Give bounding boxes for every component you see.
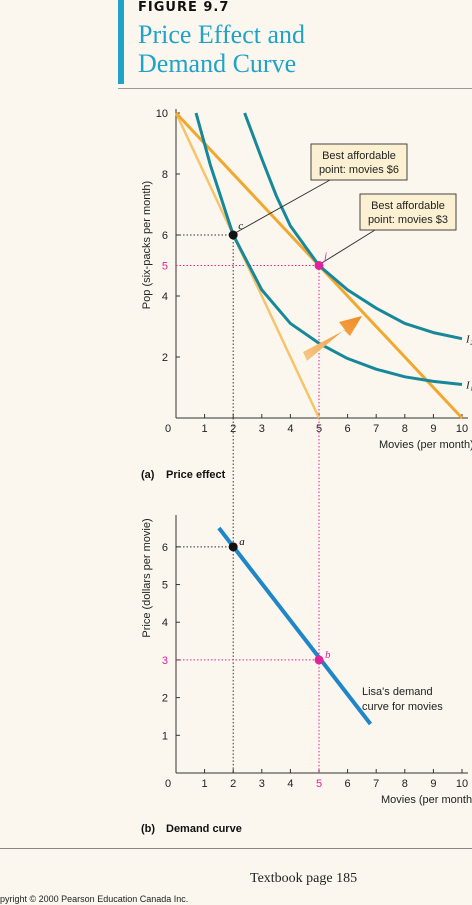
panel-a-point-j [314,261,324,270]
footer-copyright: pyright © 2000 Pearson Education Canada … [0,894,189,904]
header-rule [118,88,472,89]
footer-rule [0,848,472,849]
panel-b-caption-letter: (b) [141,823,155,835]
panel-a-y-tick-label: 10 [156,108,168,120]
panel-b-y-tick-label: 2 [162,693,168,705]
panel-b-point-b [314,655,324,665]
panel-a-y-axis-label: Pop (six-packs per month) [141,181,153,309]
panel-b-point-label-a: a [239,536,245,548]
panel-a-x-tick-label: 9 [430,423,436,435]
panel-a-y-tick-label: 2 [162,352,168,364]
demand-label-line1: Lisa's demand [362,686,433,698]
panel-a-point-c [228,230,238,240]
panel-b-y-tick-label: 3 [162,655,168,667]
panel-b-y-tick-label: 6 [162,542,168,554]
panel-a-point-label-c: c [238,220,243,232]
panel-b-y-tick-label: 1 [162,730,168,742]
annotation-box-2 [359,193,457,231]
panel-a-price-effect: 0123456789102468105 I₁I₂ Best affordable… [141,108,472,481]
panel-a-x-tick-label: 6 [345,423,351,435]
indifference-curve-label-2: I₂ [465,334,472,346]
panel-b-x-tick-label: 8 [402,778,408,790]
figure-title-line2: Demand Curve [138,49,297,78]
panel-a-x-tick-label: 4 [287,423,293,435]
panel-b-x-tick-label: 1 [202,778,208,790]
panel-b-point-a [228,542,238,552]
panel-a-x-tick-label: 10 [456,423,468,435]
panel-a-caption-letter: (a) [141,469,155,481]
demand-curve [217,526,373,726]
panel-b-caption: Demand curve [166,823,242,835]
shift-arrow [303,316,362,361]
panel-b-y-tick-label: 5 [162,580,168,592]
panel-b-point-label-b: b [325,649,331,661]
panel-b-x-tick-label: 5 [316,778,322,790]
annotation-line1-1: Best affordable [322,150,396,162]
panel-a-y-tick-label: 6 [162,230,168,242]
indifference-curve-2 [243,112,463,341]
panel-a-x-tick-label: 1 [202,423,208,435]
panel-b-x-tick-label: 4 [287,778,293,790]
panel-a-x-axis-label: Movies (per month) [379,439,472,451]
figure-title-line1: Price Effect and [138,20,305,49]
panel-b-y-axis-label: Price (dollars per movie) [141,518,153,637]
panel-b-x-tick-label: 9 [430,778,436,790]
figure-title: Price Effect and Demand Curve [138,20,468,78]
panel-b-x-tick-label: 3 [259,778,265,790]
panel-a-x-tick-label: 7 [373,423,379,435]
annotation-box-1 [310,143,408,181]
panel-b-x-axis-label: Movies (per month) [381,794,472,806]
indifference-curve-label-1: I₁ [465,379,472,391]
annotation-line2-2: point: movies $3 [368,214,448,226]
panel-a-x-tick-label: 8 [402,423,408,435]
panel-b-x-tick-label: 0 [165,778,171,790]
annotation-line2-1: point: movies $6 [319,164,399,176]
indifference-curve-1 [194,112,463,386]
panel-a-y-tick-label: 4 [162,291,168,303]
panel-a-caption: Price effect [166,469,226,481]
panel-b-x-tick-label: 6 [345,778,351,790]
panel-a-point-label-j: j [322,251,327,263]
annotation-leader-1 [234,179,331,234]
panel-b-x-tick-label: 10 [456,778,468,790]
footer-page-ref: Textbook page 185 [250,871,358,886]
panel-a-x-tick-label: 3 [259,423,265,435]
panel-b-x-tick-label: 7 [373,778,379,790]
panel-b-x-tick-label: 2 [230,778,236,790]
annotation-line1-2: Best affordable [371,200,445,212]
panel-b-y-tick-label: 4 [162,617,168,629]
demand-label-line2: curve for movies [362,701,443,713]
header-accent-bar [118,0,124,84]
panel-a-y-tick-label-highlight: 5 [162,261,168,273]
annotation-leader-2 [320,229,376,264]
figure-number: FIGURE 9.7 [138,0,230,15]
panel-a-x-tick-label: 0 [165,423,171,435]
panel-a-y-tick-label: 8 [162,169,168,181]
